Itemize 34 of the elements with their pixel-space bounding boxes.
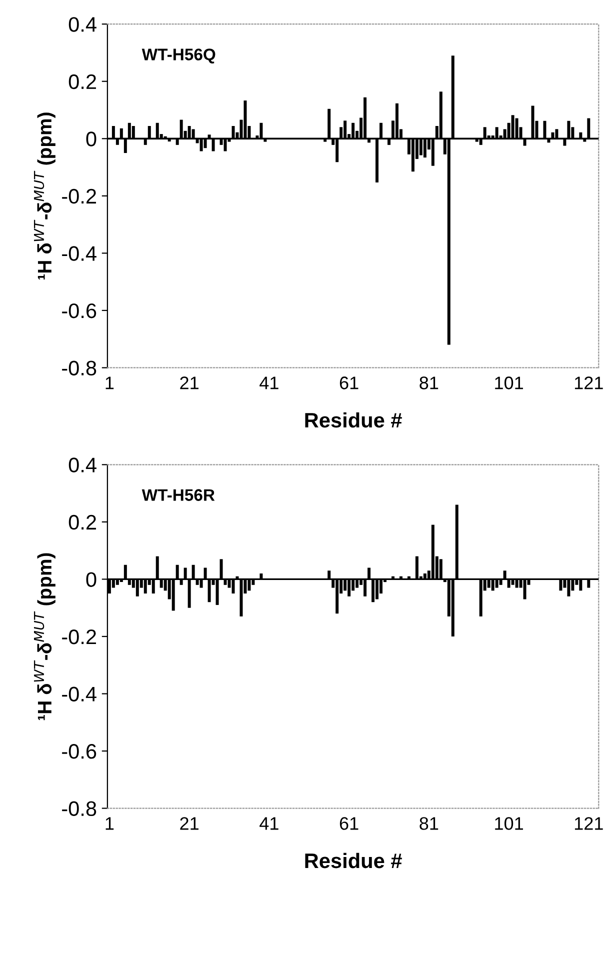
x-tick-label: 61 — [340, 817, 358, 830]
x-tick-label: 41 — [260, 817, 278, 830]
x-tick-label: 101 — [495, 376, 523, 390]
x-tick-label: 81 — [420, 817, 438, 830]
y-tick-label: -0.4 — [62, 686, 96, 702]
y-axis-title: ¹H δ$^{WT}$-δ$^{MUT}$ (ppm) — [34, 553, 56, 720]
x-tick-label: 61 — [340, 376, 358, 390]
x-tick-label: 121 — [574, 376, 603, 390]
y-tick-label: -0.2 — [62, 188, 96, 204]
text: WT-H56Q — [142, 48, 216, 64]
x-axis-title: Residue # — [305, 852, 402, 868]
y-tick-label: -0.2 — [62, 629, 96, 644]
y-tick-label: -0.8 — [62, 360, 96, 376]
y-tick-label: -0.8 — [62, 801, 96, 816]
y-axis-title: ¹H δ$^{WT}$-δ$^{MUT}$ (ppm) — [34, 112, 56, 280]
x-tick-label: 21 — [180, 817, 198, 830]
x-tick-label: 41 — [260, 376, 278, 390]
y-tick-label: -0.6 — [62, 303, 96, 318]
y-tick-label: 0.2 — [68, 514, 96, 530]
x-tick-label: 101 — [495, 817, 523, 830]
x-tick-label: 121 — [574, 817, 603, 830]
x-tick-label: 81 — [420, 376, 438, 390]
x-tick-label: 1 — [106, 817, 114, 830]
x-tick-label: 1 — [106, 376, 114, 390]
y-tick-label: 0.2 — [68, 74, 96, 90]
x-axis-title: Residue # — [305, 412, 402, 428]
x-tick-label: 21 — [180, 376, 198, 390]
text: WT-H56R — [142, 489, 215, 501]
y-tick-label: -0.6 — [62, 744, 96, 759]
y-tick-label: -0.4 — [62, 246, 96, 261]
y-tick-label: 0 — [86, 572, 96, 587]
y-tick-label: 0.4 — [68, 17, 96, 32]
y-tick-label: 0 — [86, 132, 96, 146]
y-tick-label: 0.4 — [68, 458, 96, 472]
